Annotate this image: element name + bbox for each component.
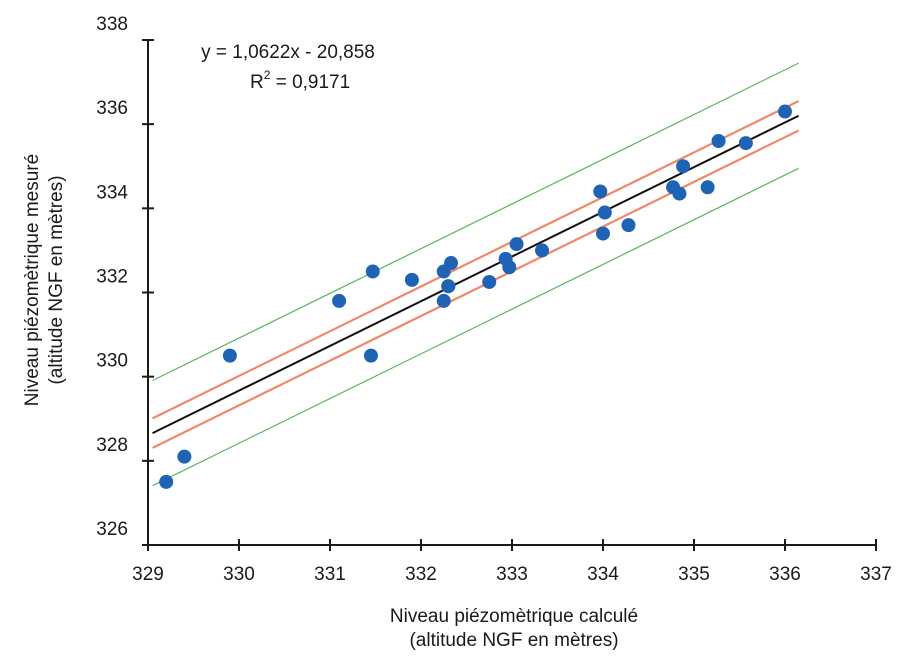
- data-point: [676, 159, 691, 174]
- data-point: [621, 218, 636, 233]
- x-axis-title-line2: (altitude NGF en mètres): [409, 630, 618, 651]
- data-point: [672, 186, 687, 201]
- data-point: [738, 136, 753, 151]
- x-axis-title-line1: Niveau piézomètrique calculé: [390, 606, 638, 627]
- data-point: [596, 226, 610, 241]
- data-point: [222, 348, 237, 363]
- r-squared-prefix: R: [250, 72, 264, 93]
- data-point: [441, 279, 456, 294]
- prediction-band-lower: [152, 167, 799, 487]
- prediction-band-upper: [152, 62, 799, 382]
- data-point: [711, 134, 726, 148]
- x-tick-label: 334: [587, 564, 619, 585]
- data-point: [700, 180, 715, 195]
- x-tick-labels: 329 330 331 332 333 334 335 336 337: [132, 564, 892, 585]
- y-tick-label: 326: [96, 519, 128, 540]
- data-point: [509, 237, 524, 252]
- x-tick-label: 331: [314, 564, 346, 585]
- data-point: [177, 449, 192, 464]
- y-tick-label: 328: [96, 435, 128, 456]
- axes: [142, 39, 877, 551]
- y-tick-label: 336: [96, 98, 128, 119]
- y-tick-label: 332: [96, 267, 128, 288]
- y-tick-label: 334: [96, 182, 128, 203]
- data-point: [597, 205, 612, 220]
- data-point: [778, 104, 792, 119]
- data-point: [482, 274, 497, 289]
- data-point: [593, 184, 608, 199]
- x-tick-label: 337: [860, 564, 892, 585]
- y-axis-title-line2: (altitude NGF en mètres): [46, 175, 67, 384]
- regression-equation: y = 1,0622x - 20,858: [201, 42, 375, 63]
- data-point: [404, 272, 419, 287]
- data-point: [159, 474, 174, 489]
- r-squared-label: R2 = 0,9171: [250, 68, 350, 93]
- data-point: [363, 348, 378, 363]
- confidence-band-lower: [152, 129, 800, 449]
- confidence-band-upper: [152, 100, 800, 420]
- data-point: [332, 293, 347, 308]
- data-point: [365, 264, 380, 279]
- r-squared-value: = 0,9171: [270, 72, 350, 93]
- x-tick-label: 335: [678, 564, 710, 585]
- data-point: [502, 260, 517, 275]
- y-axis-title-line1: Niveau piézomètrique mesuré: [22, 154, 43, 406]
- data-points: [159, 104, 792, 489]
- x-tick-label: 333: [496, 564, 528, 585]
- x-tick-label: 336: [769, 564, 801, 585]
- data-point: [436, 293, 451, 308]
- y-tick-label: 338: [96, 14, 128, 35]
- regression-line-group: [152, 114, 800, 435]
- x-tick-label: 329: [132, 564, 164, 585]
- band-lines: [152, 62, 800, 487]
- y-tick-label: 330: [96, 351, 128, 372]
- y-tick-labels: 326 328 330 332 334 336 338: [96, 14, 128, 540]
- regression-line: [152, 114, 800, 435]
- r-squared-exponent: 2: [264, 68, 271, 82]
- x-tick-label: 332: [405, 564, 437, 585]
- x-tick-label: 330: [223, 564, 255, 585]
- data-point: [444, 256, 459, 271]
- data-point: [535, 243, 550, 258]
